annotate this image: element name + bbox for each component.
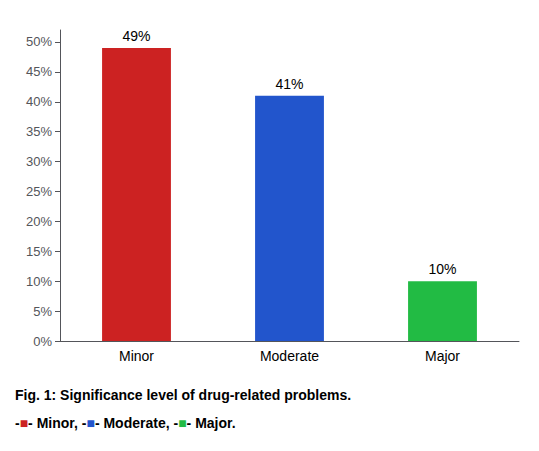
svg-text:■: ■ (86, 415, 94, 431)
svg-text:Major: Major (425, 348, 460, 364)
svg-text:Moderate: Moderate (260, 348, 319, 364)
svg-text:30%: 30% (26, 154, 52, 169)
svg-text:10%: 10% (428, 261, 456, 277)
svg-text:■: ■ (178, 415, 186, 431)
svg-text:40%: 40% (26, 94, 52, 109)
svg-text:10%: 10% (26, 274, 52, 289)
svg-text:5%: 5% (33, 304, 52, 319)
svg-text:25%: 25% (26, 184, 52, 199)
svg-text:41%: 41% (275, 76, 303, 92)
svg-text:49%: 49% (122, 28, 150, 44)
svg-text:- Major.: - Major. (187, 415, 236, 431)
svg-text:Fig. 1: Significance level of: Fig. 1: Significance level of drug-relat… (15, 387, 351, 403)
svg-text:■: ■ (20, 415, 28, 431)
svg-text:35%: 35% (26, 124, 52, 139)
svg-text:50%: 50% (26, 34, 52, 49)
svg-text:45%: 45% (26, 64, 52, 79)
svg-text:- Minor, -: - Minor, - (28, 415, 87, 431)
svg-text:Minor: Minor (119, 348, 154, 364)
svg-text:15%: 15% (26, 244, 52, 259)
svg-text:0%: 0% (33, 334, 52, 349)
svg-text:- Moderate, -: - Moderate, - (95, 415, 179, 431)
svg-text:20%: 20% (26, 214, 52, 229)
